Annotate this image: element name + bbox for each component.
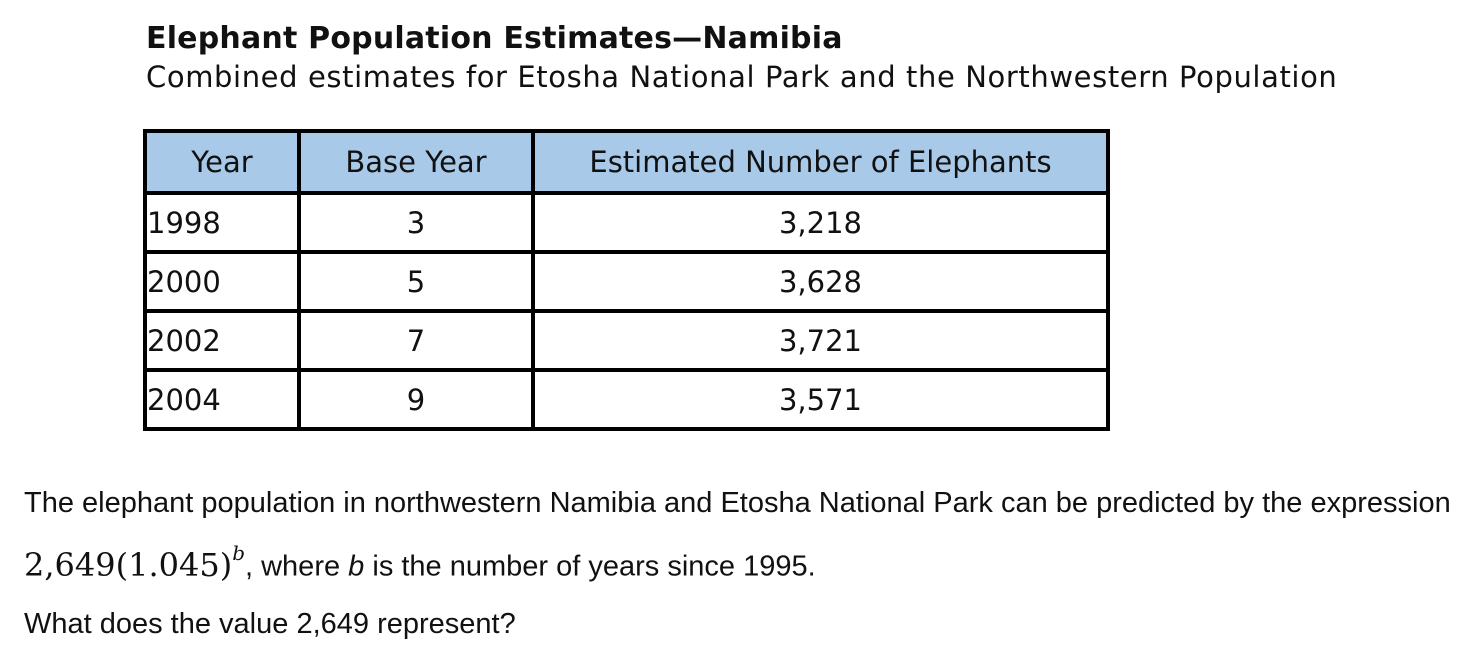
table-title: Elephant Population Estimates—Namibia bbox=[146, 21, 843, 56]
table-row: 2002 7 3,721 bbox=[143, 309, 1110, 372]
title-block: Elephant Population Estimates—Namibia Co… bbox=[146, 20, 1337, 96]
question-variable: b bbox=[348, 550, 365, 583]
cell-base-year: 7 bbox=[297, 309, 535, 372]
cell-year: 2002 bbox=[143, 309, 301, 372]
table-header-row: Year Base Year Estimated Number of Eleph… bbox=[143, 129, 1110, 195]
header-estimated-elephants: Estimated Number of Elephants bbox=[531, 129, 1110, 195]
cell-year: 1998 bbox=[143, 191, 301, 254]
expression-base: 2,649(1.045) bbox=[24, 545, 233, 584]
question-where: , where bbox=[245, 550, 349, 583]
cell-estimate: 3,628 bbox=[531, 250, 1110, 313]
cell-year: 2000 bbox=[143, 250, 301, 313]
question-prompt: What does the value 2,649 represent? bbox=[24, 608, 516, 640]
question-text: The elephant population in northwestern … bbox=[24, 476, 1464, 594]
elephant-table: Year Base Year Estimated Number of Eleph… bbox=[143, 129, 1110, 431]
expression-exponent: b bbox=[232, 541, 245, 565]
cell-year: 2004 bbox=[143, 368, 301, 431]
table-row: 2000 5 3,628 bbox=[143, 250, 1110, 313]
question-intro: The elephant population in northwestern … bbox=[24, 487, 1451, 519]
table-subtitle: Combined estimates for Etosha National P… bbox=[146, 60, 1338, 94]
cell-estimate: 3,218 bbox=[531, 191, 1110, 254]
cell-estimate: 3,721 bbox=[531, 309, 1110, 372]
cell-base-year: 9 bbox=[297, 368, 535, 431]
cell-estimate: 3,571 bbox=[531, 368, 1110, 431]
table-row: 2004 9 3,571 bbox=[143, 368, 1110, 431]
cell-base-year: 5 bbox=[297, 250, 535, 313]
header-base-year: Base Year bbox=[297, 129, 535, 195]
table-row: 1998 3 3,218 bbox=[143, 191, 1110, 254]
cell-base-year: 3 bbox=[297, 191, 535, 254]
question-definition: is the number of years since 1995. bbox=[364, 550, 816, 583]
math-expression: 2,649(1.045)b bbox=[24, 541, 245, 584]
header-year: Year bbox=[143, 129, 301, 195]
